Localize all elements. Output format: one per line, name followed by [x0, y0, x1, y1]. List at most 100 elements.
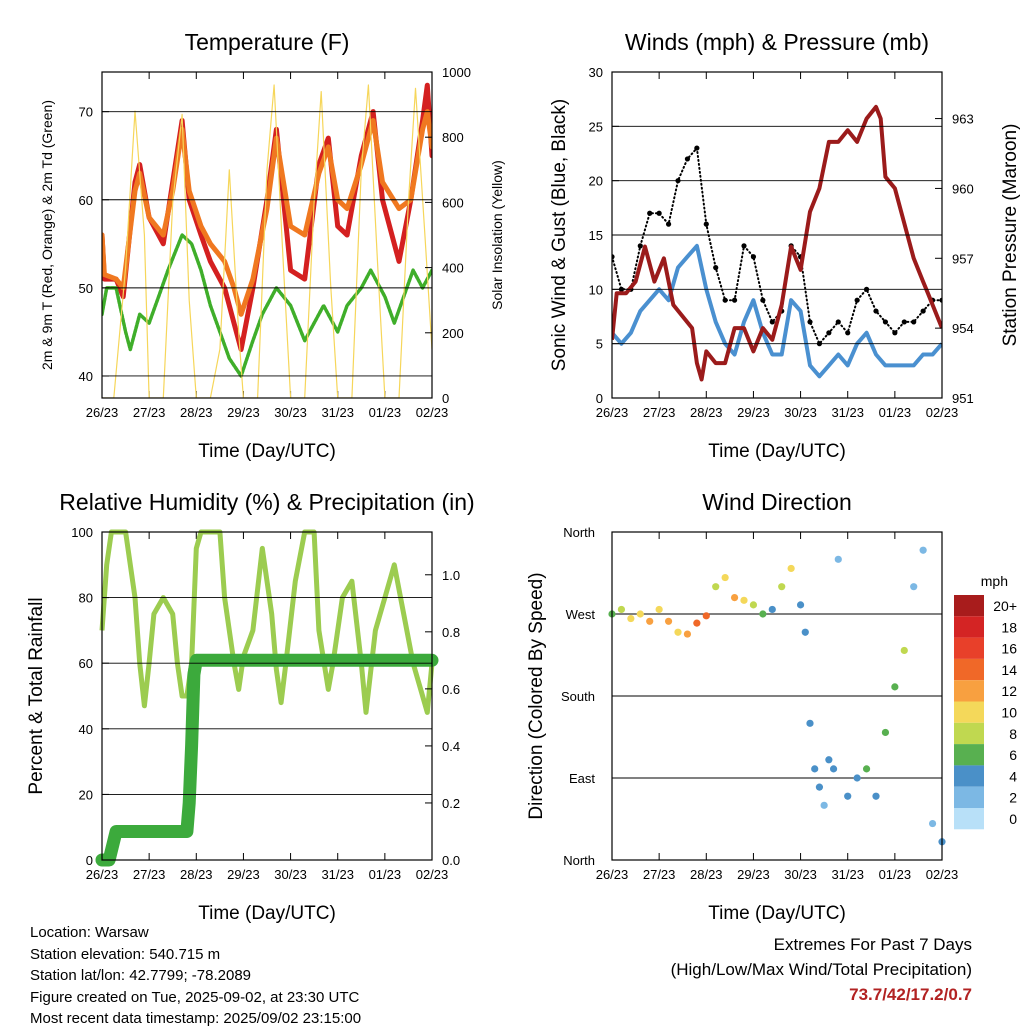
y2-tick-label: 800: [442, 130, 464, 145]
plot-area: [95, 529, 439, 867]
x-tick-label: 02/23: [926, 405, 959, 420]
gust-point: [731, 297, 738, 303]
direction-point: [627, 614, 635, 623]
plot-area: [102, 82, 432, 398]
panel-title: Relative Humidity (%) & Precipitation (i…: [59, 489, 474, 515]
x-tick-label: 02/23: [926, 867, 959, 882]
direction-point: [683, 630, 692, 638]
plot-area: [612, 104, 942, 382]
plot-border: [611, 71, 943, 399]
x-tick-label: 29/23: [737, 867, 770, 882]
y-tick-label: 0: [86, 853, 93, 868]
gust-point: [911, 319, 917, 325]
recent-timestamp: Most recent data timestamp: 2025/09/02 2…: [30, 1010, 362, 1027]
direction-point: [806, 719, 814, 727]
x-tick-label: 27/23: [133, 405, 166, 420]
x-tick-label: 28/23: [690, 867, 723, 882]
legend-swatch: [954, 786, 984, 808]
y2-tick-label: 0.4: [442, 739, 460, 754]
direction-point: [881, 728, 890, 737]
y2-tick-label: 0.0: [442, 853, 460, 868]
direction-point: [646, 617, 654, 625]
direction-point: [919, 546, 927, 554]
y-tick-label: 50: [79, 281, 93, 296]
legend-swatch: [954, 680, 984, 702]
gust-point: [882, 319, 889, 325]
direction-point: [891, 683, 899, 691]
y-tick-label: North: [563, 525, 595, 540]
gust-point: [854, 297, 860, 303]
x-tick-label: 29/23: [227, 867, 260, 882]
y-tick-label: 60: [79, 656, 93, 671]
y2-tick-label: 600: [442, 195, 464, 210]
station-elevation: Station elevation: 540.715 m: [30, 945, 221, 963]
gust-point: [939, 297, 942, 303]
direction-point: [872, 792, 880, 800]
direction-point: [768, 605, 776, 614]
gust-point: [637, 243, 643, 249]
direction-point: [834, 555, 842, 563]
y-tick-label: 60: [79, 193, 93, 208]
x-tick-label: 31/23: [321, 867, 354, 882]
x-axis-label: Time (Day/UTC): [708, 903, 846, 924]
x-tick-label: 01/23: [879, 405, 912, 420]
x-axis-label: Time (Day/UTC): [198, 441, 336, 462]
gust-point: [713, 265, 719, 271]
y2-tick-label: 0.6: [442, 682, 460, 697]
y-tick-label: 0: [596, 391, 603, 406]
direction-point: [721, 573, 729, 582]
direction-point: [778, 583, 786, 591]
y2-axis-label: Station Pressure (Maroon): [1000, 124, 1021, 347]
panel-winds: Winds (mph) & Pressure (mb) Time (Day/UTC…: [549, 29, 1021, 462]
direction-point: [702, 612, 710, 620]
y-tick-label: North: [563, 853, 595, 868]
legend-swatch: [954, 765, 984, 787]
legend-swatch: [954, 744, 984, 766]
figure-created: Figure created on Tue, 2025-09-02, at 23…: [30, 988, 360, 1006]
gust-point: [760, 297, 766, 303]
legend-label: 18: [1001, 619, 1017, 635]
direction-point: [749, 601, 758, 609]
y-tick-label: 40: [79, 722, 93, 737]
y-tick-label: 100: [71, 525, 93, 540]
x-axis-label: Time (Day/UTC): [708, 441, 846, 462]
x-tick-label: 29/23: [737, 405, 770, 420]
extremes-values: 73.7/42/17.2/0.7: [849, 985, 972, 1004]
panel-humidity: Relative Humidity (%) & Precipitation (i…: [26, 489, 475, 924]
direction-point: [844, 792, 852, 800]
legend-label: 4: [1009, 768, 1017, 784]
legend-label: 2: [1009, 790, 1017, 806]
y-tick-label: 10: [589, 282, 603, 297]
direction-point: [759, 610, 767, 618]
series-line-relative-humidity: [99, 529, 435, 715]
legend-label: 16: [1001, 641, 1017, 657]
extremes-subtitle: (High/Low/Max Wind/Total Precipitation): [670, 960, 972, 979]
x-axis-label: Time (Day/UTC): [198, 903, 336, 924]
panel-wind-direction: Wind Direction Time (Day/UTC) Direction (C…: [526, 489, 1017, 924]
legend-label: 8: [1009, 726, 1017, 742]
gust-point: [769, 319, 775, 325]
gust-point: [694, 145, 700, 151]
y-tick-label: 30: [589, 65, 603, 80]
legend-label: 0: [1009, 811, 1017, 827]
legend-swatch: [954, 658, 984, 681]
station-info: Location: Warsaw Station elevation: 540.…: [30, 922, 361, 1030]
gust-point: [750, 254, 757, 260]
y-axis-label: Percent & Total Rainfall: [26, 597, 47, 794]
x-tick-label: 28/23: [180, 405, 213, 420]
y2-tick-label: 963: [952, 112, 974, 127]
panel-title: Winds (mph) & Pressure (mb): [625, 29, 929, 55]
x-tick-label: 31/23: [831, 405, 864, 420]
gust-point: [807, 319, 813, 325]
x-tick-label: 01/23: [369, 405, 402, 420]
y-axis-label: Sonic Wind & Gust (Blue, Black): [549, 99, 570, 371]
direction-point: [617, 605, 626, 614]
station-location: Location: Warsaw: [30, 924, 149, 941]
gust-point: [656, 210, 662, 216]
gust-point: [835, 319, 841, 325]
series-line-gust: [612, 145, 942, 346]
y-axis-label: 2m & 9m T (Red, Orange) & 2m Td (Green): [39, 100, 55, 370]
y-axis-label: Direction (Colored By Speed): [526, 572, 547, 819]
panel-title: Wind Direction: [702, 489, 852, 515]
